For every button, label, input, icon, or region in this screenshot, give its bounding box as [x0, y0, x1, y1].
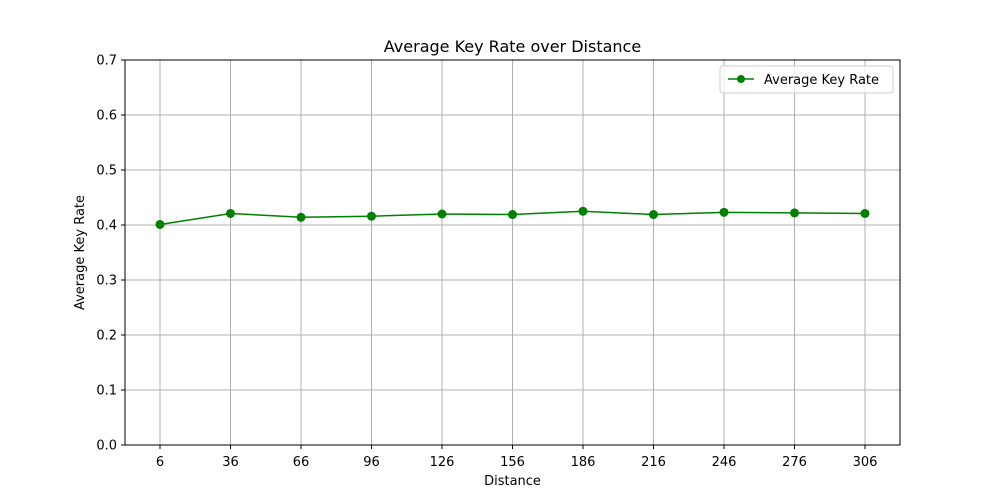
x-tick-label: 186 [571, 455, 596, 470]
data-point [437, 209, 447, 219]
data-point [226, 208, 235, 218]
x-tick-label: 246 [712, 455, 737, 470]
legend-box [719, 65, 894, 94]
grid [125, 59, 900, 446]
y-tick-label: 0.4 [96, 219, 117, 234]
series-layer [155, 206, 870, 229]
x-tick-label: 156 [500, 455, 525, 470]
plot-frame [124, 59, 901, 446]
x-tick-label: 6 [156, 455, 164, 470]
x-axis-ticks: 6 36 66 96 126 156 186 216 246 276 306 [156, 445, 878, 470]
y-tick-label: 0.7 [96, 54, 117, 69]
y-tick-label: 0.1 [96, 384, 117, 399]
data-point [155, 219, 165, 229]
y-axis-ticks: 0.0 0.1 0.2 0.3 0.4 0.5 0.6 0.7 [96, 54, 125, 454]
y-tick-label: 0.2 [96, 329, 117, 344]
y-axis-label: Average Key Rate [73, 195, 88, 310]
legend-marker-swatch [737, 75, 745, 83]
x-tick-label: 96 [363, 455, 380, 470]
x-axis-label: Distance [484, 474, 541, 489]
x-tick-label: 306 [853, 455, 878, 470]
x-tick-label: 66 [293, 455, 310, 470]
data-point [578, 206, 588, 216]
data-point [508, 210, 517, 220]
data-point [719, 207, 729, 217]
x-tick-label: 216 [641, 455, 666, 470]
data-point [367, 211, 376, 221]
x-tick-label: 276 [782, 455, 807, 470]
data-point [790, 208, 799, 218]
data-point [649, 210, 658, 220]
data-point [860, 208, 870, 218]
chart-title: Average Key Rate over Distance [384, 37, 641, 56]
y-tick-label: 0.0 [96, 439, 117, 454]
y-tick-label: 0.6 [96, 109, 117, 124]
legend: Average Key Rate [719, 65, 894, 94]
y-tick-label: 0.3 [96, 274, 117, 289]
y-tick-label: 0.5 [96, 164, 117, 179]
x-tick-label: 126 [430, 455, 455, 470]
legend-entry-label: Average Key Rate [764, 73, 879, 88]
data-point [296, 212, 306, 222]
x-tick-label: 36 [222, 455, 239, 470]
